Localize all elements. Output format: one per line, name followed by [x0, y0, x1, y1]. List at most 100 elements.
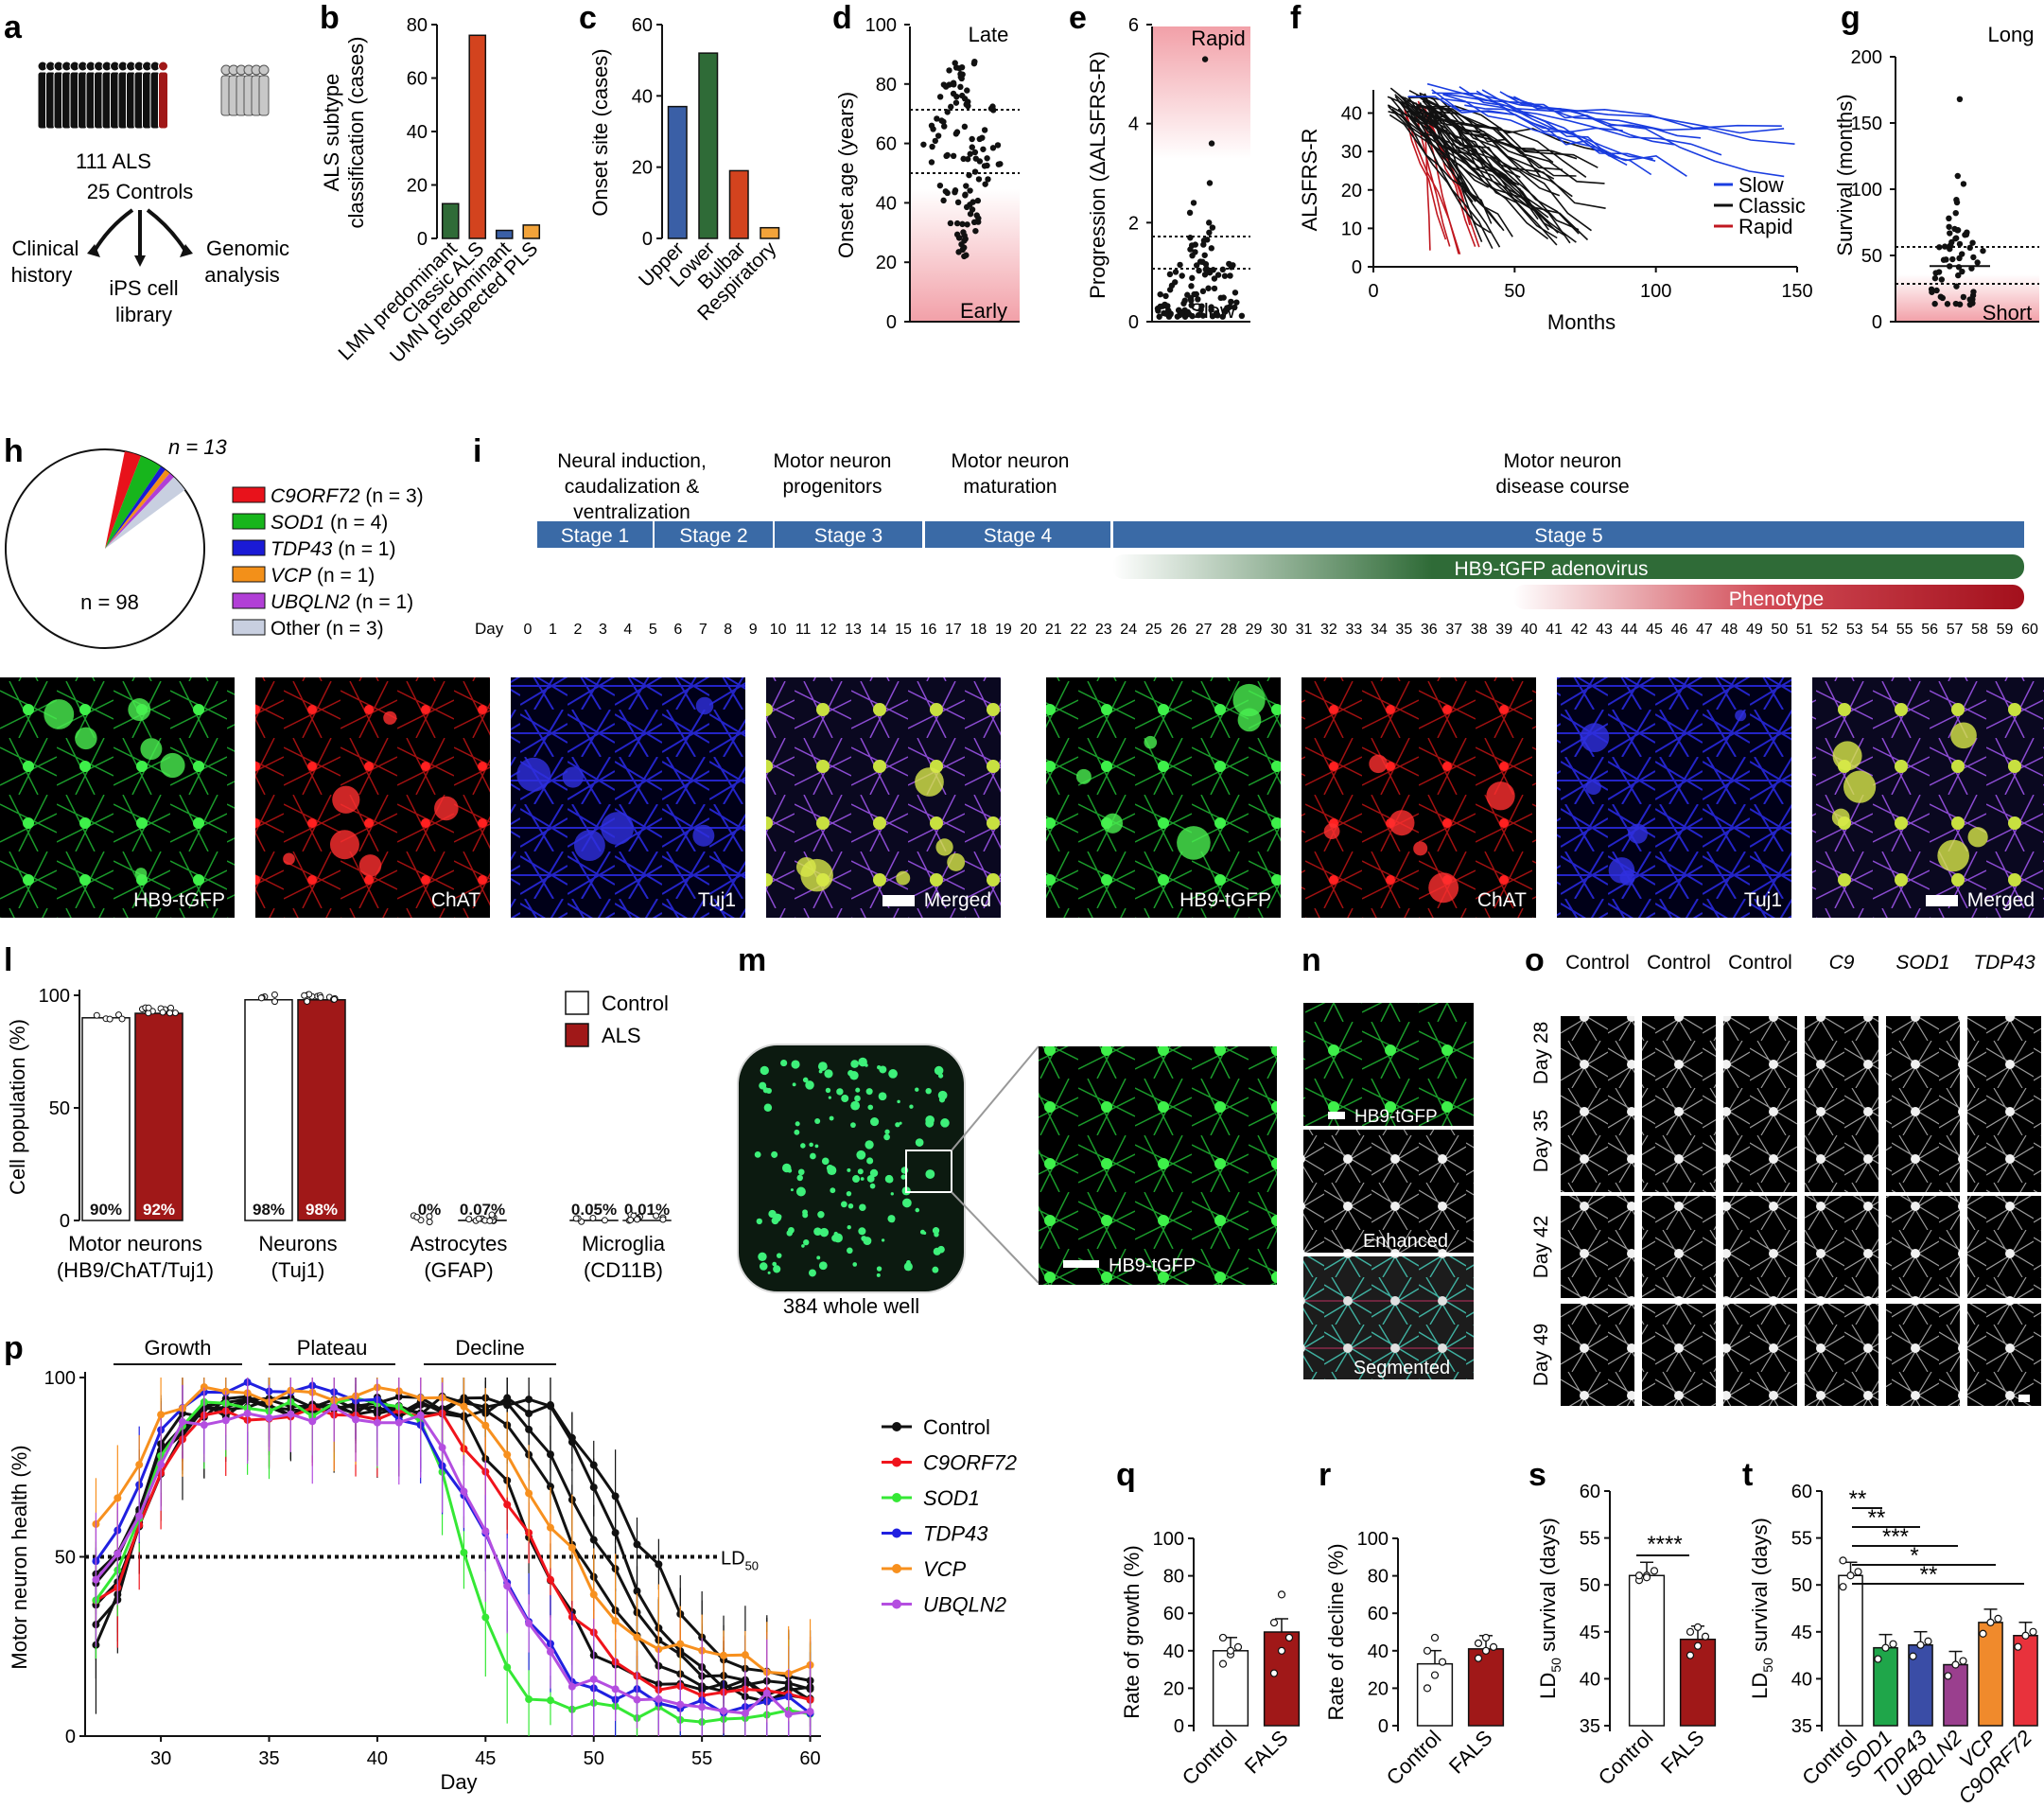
data-point: [1959, 1657, 1967, 1665]
legend-swatch: [232, 539, 266, 556]
panel-letter-c: c: [579, 0, 597, 36]
data-point: [958, 241, 965, 248]
legend-entry: C9ORF72: [923, 1451, 1017, 1475]
data-point: [953, 231, 961, 238]
a-right-1: Genomic: [206, 237, 289, 260]
category-label: FALS: [1656, 1726, 1709, 1779]
tick-label: 50: [584, 1748, 604, 1769]
cell-body: [140, 738, 163, 761]
data-point: [984, 155, 990, 162]
data-point: [1947, 230, 1953, 237]
data-point: [611, 1617, 620, 1625]
bar: [522, 224, 541, 239]
legend-swatch: [232, 486, 266, 503]
data-point: [1966, 244, 1973, 252]
bar: [1628, 1574, 1666, 1727]
data-point: [546, 1523, 554, 1532]
timelapse-image: [1642, 1016, 1716, 1090]
data-point: [627, 1216, 635, 1223]
data-point: [1916, 1641, 1925, 1649]
tick-label: 30: [1341, 142, 1362, 163]
cell-body: [802, 1077, 809, 1083]
data-point: [1201, 56, 1209, 62]
data-point: [975, 215, 982, 221]
e-top-label: Rapid: [1191, 26, 1245, 50]
data-point: [950, 152, 957, 160]
stage-label: Stage 2: [679, 525, 747, 547]
data-point: [963, 183, 970, 189]
data-point: [118, 1015, 126, 1023]
cell-body: [809, 1142, 813, 1148]
series-line: [1422, 109, 1573, 198]
cell-body: [329, 830, 359, 860]
data-point: [438, 1444, 446, 1452]
data-point: [1230, 262, 1236, 269]
pie-slice: [105, 477, 185, 549]
day-tick: 10: [770, 622, 787, 638]
data-point: [1187, 235, 1194, 241]
data-point: [1955, 272, 1962, 279]
timeline-header: Motor neuron: [1504, 450, 1622, 472]
panel-letter-l: l: [4, 942, 12, 978]
data-point: [93, 1011, 100, 1019]
data-point: [1839, 1556, 1847, 1565]
data-point: [1199, 312, 1207, 319]
cell-body: [857, 1168, 864, 1175]
data-point: [1474, 1639, 1483, 1647]
data-point: [633, 1633, 641, 1641]
data-point: [157, 1460, 166, 1468]
data-point: [1162, 310, 1169, 317]
data-point: [762, 1689, 771, 1697]
tick-label: 50: [1580, 1575, 1600, 1596]
data-point: [1931, 274, 1939, 282]
data-point: [426, 1213, 433, 1220]
significance-label: **: [1849, 1486, 1867, 1512]
bar: [81, 1017, 131, 1221]
micrograph-j-3: [766, 677, 1001, 918]
cell-body: [780, 1059, 788, 1067]
tick-label: 40: [367, 1748, 388, 1769]
ld50-label: LD50: [721, 1549, 759, 1573]
data-point: [1430, 1671, 1440, 1679]
cell-body: [937, 1073, 944, 1079]
data-point: [633, 1540, 641, 1549]
tick-label: 50: [1504, 281, 1525, 302]
p-ylabel: Motor neuron health (%): [8, 1445, 31, 1669]
data-point: [1941, 243, 1948, 250]
data-point: [963, 101, 970, 108]
n-label-0: HB9-tGFP: [1354, 1107, 1438, 1127]
timelapse-image: [1642, 1196, 1716, 1298]
series-line: [95, 1395, 811, 1682]
series-line: [1431, 89, 1656, 162]
data-point: [957, 71, 964, 78]
series-line: [1424, 109, 1476, 247]
data-point: [166, 1009, 174, 1017]
data-point: [1874, 1655, 1882, 1663]
tick-label: 35: [1791, 1716, 1812, 1737]
column-header: SOD1: [1896, 952, 1949, 974]
day-tick: 58: [1971, 622, 1988, 638]
tick-label: 0: [65, 1727, 76, 1747]
tick-label: 0: [1872, 312, 1882, 333]
data-point: [944, 109, 951, 115]
micrograph-label: HB9-tGFP: [133, 889, 225, 911]
person-icon: [158, 61, 168, 72]
cell-body: [915, 1138, 924, 1147]
data-point: [352, 1415, 360, 1424]
tick-label: 10: [1341, 219, 1362, 239]
data-point: [959, 92, 966, 99]
cell-body: [1102, 813, 1124, 834]
legend-entry: TDP43: [923, 1522, 988, 1546]
data-point: [1933, 287, 1940, 294]
day-tick: 13: [845, 622, 862, 638]
data-point: [1221, 272, 1229, 279]
micrograph-k-3: [1812, 677, 2044, 918]
data-point: [1218, 1633, 1228, 1642]
data-point: [1185, 310, 1193, 318]
legend-entry: Other (n = 3): [271, 618, 384, 640]
data-point: [287, 1410, 295, 1418]
data-point: [959, 220, 966, 228]
bar-value-label: 98%: [253, 1201, 285, 1219]
significance-label: **: [1920, 1562, 1938, 1588]
f-legend-classic: Classic: [1738, 194, 1806, 218]
